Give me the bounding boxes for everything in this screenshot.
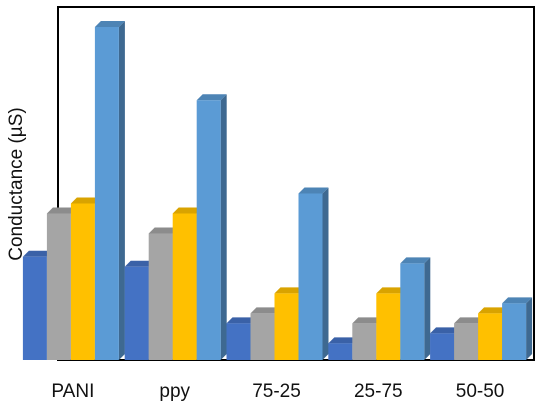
bar-front-face xyxy=(124,266,149,360)
bar-side-face xyxy=(118,21,125,360)
bar-front-face xyxy=(22,256,47,360)
bar-top-face xyxy=(196,94,227,101)
bar-50-50-series-4 xyxy=(502,297,533,360)
bar-front-face xyxy=(478,313,503,360)
bar-front-face xyxy=(94,27,119,360)
bar-top-face xyxy=(148,227,179,234)
bar-75-25-series-1 xyxy=(226,317,257,360)
bar-front-face xyxy=(274,293,299,360)
bar-25-75-series-2 xyxy=(352,317,383,360)
y-axis-label: Conductance (µS) xyxy=(6,107,27,261)
bar-top-face xyxy=(478,307,509,314)
bar-front-face xyxy=(226,323,251,360)
bar-side-face xyxy=(220,94,227,360)
bar-top-face xyxy=(172,207,203,214)
bar-top-face xyxy=(94,21,125,27)
bar-side-face xyxy=(526,297,533,360)
x-tick-label: 50-50 xyxy=(456,381,505,402)
bar-top-face xyxy=(46,207,77,214)
bar-top-face xyxy=(430,327,461,334)
bar-top-face xyxy=(376,287,407,294)
bar-front-face xyxy=(298,193,323,360)
bar-side-face xyxy=(424,257,431,360)
bar-25-75-series-4 xyxy=(400,257,431,360)
x-tick-label: ppy xyxy=(159,381,190,402)
x-tick-label: 75-25 xyxy=(252,381,301,402)
bar-top-face xyxy=(274,287,305,294)
bar-side-face xyxy=(322,187,329,360)
bar-top-face xyxy=(400,257,431,264)
bar-top-face xyxy=(454,317,485,324)
bar-top-face xyxy=(298,187,329,194)
bars-layer xyxy=(22,21,533,360)
bar-front-face xyxy=(376,293,401,360)
x-tick-labels: PANI ppy 75-25 25-75 50-50 xyxy=(51,381,504,402)
bar-front-face xyxy=(70,203,95,360)
bar-top-face xyxy=(70,197,101,204)
bar-front-face xyxy=(454,323,479,360)
bar-top-face xyxy=(352,317,383,324)
bar-top-face xyxy=(328,337,359,344)
bar-top-face xyxy=(226,317,257,324)
bar-front-face xyxy=(430,333,455,360)
bar-front-face xyxy=(400,263,425,360)
bar-top-face xyxy=(250,307,281,314)
bar-front-face xyxy=(46,213,71,360)
bar-top-face xyxy=(502,297,533,304)
bar-75-25-series-4 xyxy=(298,187,329,360)
bar-front-face xyxy=(250,313,275,360)
bar-front-face xyxy=(172,213,197,360)
bar-front-face xyxy=(328,343,353,360)
bar-front-face xyxy=(502,303,527,360)
bar-ppy-series-4 xyxy=(196,94,227,360)
bar-top-face xyxy=(124,260,155,267)
bar-front-face xyxy=(148,233,173,360)
x-tick-label: PANI xyxy=(51,381,94,402)
bar-top-face xyxy=(22,250,53,257)
bar-front-face xyxy=(352,323,377,360)
bar-25-75-series-3 xyxy=(376,287,407,360)
x-tick-label: 25-75 xyxy=(354,381,403,402)
bar-pani-series-4 xyxy=(94,21,125,360)
bar-front-face xyxy=(196,100,221,360)
